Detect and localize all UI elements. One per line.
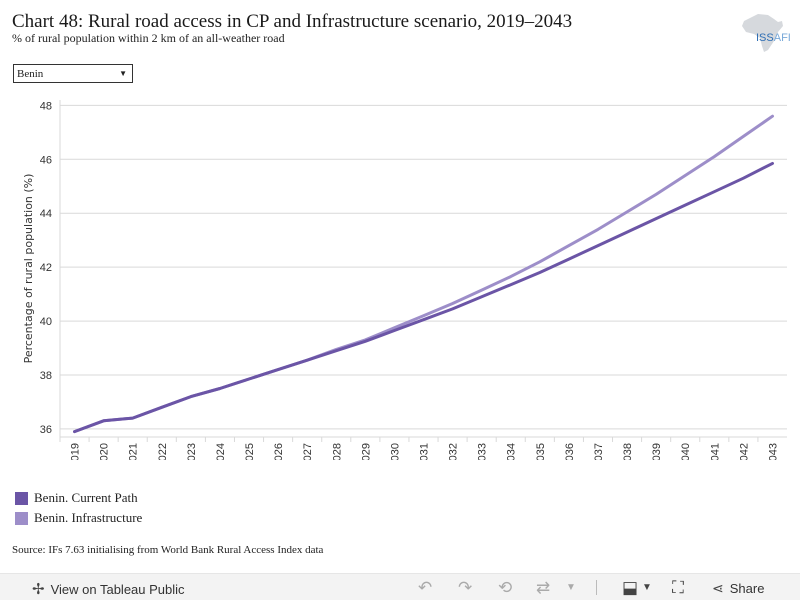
x-tick-label: 2031	[419, 443, 431, 460]
y-tick-label: 36	[40, 424, 52, 436]
x-tick-label: 2024	[215, 443, 227, 460]
x-tick-label: 2036	[564, 443, 576, 460]
x-tick-label: 2037	[593, 443, 605, 460]
x-tick-label: 2022	[157, 443, 169, 460]
x-tick-label: 2020	[99, 443, 111, 460]
x-tick-label: 2023	[186, 443, 198, 460]
download-menu-chevron-icon[interactable]: ▼	[642, 582, 652, 593]
x-tick-label: 2041	[709, 443, 721, 460]
toolbar-divider	[596, 580, 597, 595]
x-tick-label: 2034	[506, 443, 518, 460]
chart-title: Chart 48: Rural road access in CP and In…	[12, 11, 573, 32]
dropdown-arrow-icon: ▼	[119, 69, 127, 78]
refresh-icon[interactable]: ⇄	[536, 578, 551, 597]
y-axis-title: Percentage of rural population (%)	[22, 174, 35, 364]
x-tick-label: 2019	[70, 443, 82, 460]
x-tick-label: 2027	[302, 443, 314, 460]
undo-icon[interactable]: ↶	[418, 578, 433, 597]
x-tick-label: 2033	[477, 443, 489, 460]
africa-map-icon	[742, 14, 783, 52]
x-tick-label: 2032	[448, 443, 460, 460]
redo-icon[interactable]: ↷	[458, 578, 473, 597]
view-on-tableau-label: View on Tableau Public	[50, 581, 185, 597]
dropdown-selected-value: Benin	[17, 68, 44, 80]
country-filter-dropdown[interactable]: Benin ▼	[13, 64, 133, 83]
share-icon: ⋖	[712, 580, 724, 596]
x-tick-label: 2025	[244, 443, 256, 460]
legend-label: Benin. Current Path	[34, 490, 138, 505]
x-tick-label: 2026	[273, 443, 285, 460]
source-note: Source: IFs 7.63 initialising from World…	[12, 544, 324, 556]
refresh-menu-chevron-icon[interactable]: ▼	[566, 582, 576, 593]
share-button[interactable]: ⋖ Share	[712, 580, 764, 597]
logo-suffix: AFI	[773, 32, 791, 44]
x-tick-label: 2021	[128, 443, 140, 460]
logo-text: ISSAFI	[756, 32, 791, 44]
fullscreen-icon[interactable]: ⛶	[672, 578, 684, 597]
series-line	[73, 114, 774, 434]
legend-swatch-infrastructure	[15, 511, 28, 525]
revert-icon[interactable]: ⟲	[498, 578, 513, 597]
x-tick-label: 2040	[680, 443, 692, 460]
y-tick-label: 38	[40, 370, 52, 382]
line-chart: 36 38 40 42 44 46 48 2019 2020 2021 2022 2023 2024 20…	[22, 100, 787, 460]
view-on-tableau-link[interactable]: ✢ View on Tableau Public	[32, 580, 185, 598]
legend-item-current-path[interactable]: Benin. Current Path	[15, 488, 142, 508]
series-line	[73, 161, 774, 434]
y-tick-label: 46	[40, 154, 52, 166]
x-tick-label: 2029	[360, 443, 372, 460]
y-tick-label: 44	[40, 208, 52, 220]
download-icon[interactable]: ⬓	[622, 578, 639, 597]
x-tick-label: 2038	[622, 443, 634, 460]
x-tick-label: 2042	[738, 443, 750, 460]
legend-label: Benin. Infrastructure	[34, 510, 143, 525]
legend-swatch-current-path	[15, 491, 28, 505]
x-tick-label: 2035	[535, 443, 547, 460]
x-tick-label: 2039	[651, 443, 663, 460]
x-tick-label: 2028	[331, 443, 343, 460]
x-tick-label: 2030	[389, 443, 401, 460]
share-label: Share	[729, 581, 765, 596]
chart-subtitle: % of rural population within 2 km of an …	[12, 31, 285, 45]
y-tick-label: 40	[40, 316, 52, 328]
tableau-toolbar: ✢ View on Tableau Public ↶ ↷ ⟲ ⇄ ▼ ⬓ ▼ ⛶…	[0, 573, 800, 600]
legend-item-infrastructure[interactable]: Benin. Infrastructure	[15, 508, 142, 528]
y-tick-label: 48	[40, 100, 52, 112]
y-tick-label: 42	[40, 262, 52, 274]
x-tick-label: 2043	[767, 443, 779, 460]
tableau-icon: ✢	[32, 581, 45, 598]
legend: Benin. Current Path Benin. Infrastructur…	[15, 488, 142, 528]
